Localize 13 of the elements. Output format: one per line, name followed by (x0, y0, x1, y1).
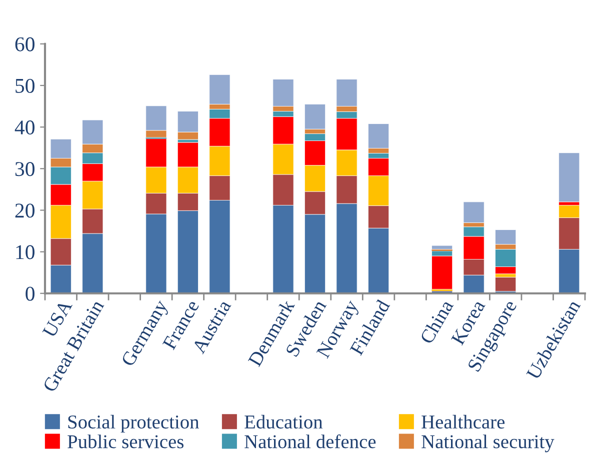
legend-label: Public services (68, 434, 184, 448)
y-tick-label: 10 (16, 245, 34, 260)
legend-label: National defence (244, 434, 376, 448)
y-tick-label: 20 (15, 204, 34, 218)
legend-label: National security (422, 434, 554, 452)
legend-label: Social protection (68, 414, 200, 433)
y-tick-label: 40 (14, 120, 34, 134)
legend-label: Healthcare (422, 414, 505, 429)
y-tick-label: 30 (15, 162, 34, 176)
y-tick-label: 60 (15, 37, 34, 52)
y-tick-label: 0 (26, 286, 34, 301)
y-tick-label: 50 (16, 78, 34, 93)
legend-label: Education (244, 414, 323, 429)
